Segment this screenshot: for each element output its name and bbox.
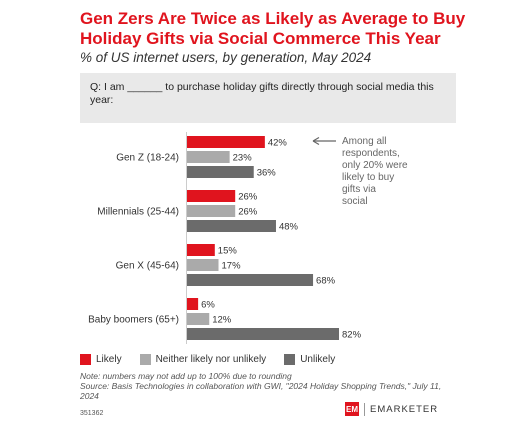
chart-subtitle: % of US internet users, by generation, M… <box>80 50 372 65</box>
annotation-text: Among all <box>342 136 386 147</box>
bar-neither-likely-nor-unlikely <box>187 151 230 163</box>
annotation-text: likely to buy <box>342 172 394 183</box>
bar-unlikely <box>187 328 339 340</box>
legend-swatch <box>284 354 296 365</box>
bar-likely <box>187 244 215 256</box>
annotation-text: gifts via <box>342 184 376 195</box>
category-label: Millennials (25-44) <box>97 207 179 218</box>
category-label: Baby boomers (65+) <box>88 315 179 326</box>
bar-neither-likely-nor-unlikely <box>187 259 219 271</box>
bar-likely <box>187 298 199 310</box>
legend-item: Likely <box>80 354 122 365</box>
data-label: 42% <box>268 138 288 149</box>
chart-id: 351362 <box>80 410 104 417</box>
annotation-text: respondents, <box>342 148 400 159</box>
legend-swatch <box>139 354 151 365</box>
brand-logo: EM EMARKETER <box>345 402 438 416</box>
bar-neither-likely-nor-unlikely <box>187 313 210 325</box>
bar-unlikely <box>187 220 276 232</box>
data-label: 6% <box>201 300 215 311</box>
legend-label: Likely <box>96 354 122 365</box>
note-line: Note: numbers may not add up to 100% due… <box>80 371 292 381</box>
legend-item: Unlikely <box>284 354 335 365</box>
brand-divider <box>364 402 365 416</box>
category-label: Gen X (45-64) <box>116 261 179 272</box>
legend-label: Unlikely <box>300 354 336 365</box>
bar-neither-likely-nor-unlikely <box>187 205 236 217</box>
annotation-arrowhead <box>312 136 320 146</box>
annotation-text: social <box>342 196 368 207</box>
bar-unlikely <box>187 166 254 178</box>
brand-name: EMARKETER <box>370 403 439 415</box>
data-label: 15% <box>218 246 238 257</box>
legend-label: Neither likely nor unlikely <box>155 354 267 365</box>
chart-title: Gen Zers Are Twice as Likely as Average … <box>80 9 466 48</box>
annotation-text: only 20% were <box>342 160 408 171</box>
data-label: 36% <box>257 168 277 179</box>
survey-question: Q: I am ______ to purchase holiday gifts… <box>80 73 456 123</box>
chart-legend: Likely Neither likely nor unlikely Unlikel… <box>80 354 353 365</box>
data-label: 23% <box>233 153 253 164</box>
data-label: 26% <box>238 192 258 203</box>
data-label: 12% <box>212 315 232 326</box>
chart-notes: Note: numbers may not add up to 100% due… <box>80 371 460 401</box>
data-label: 26% <box>238 207 258 218</box>
data-label: 17% <box>222 261 242 272</box>
bar-likely <box>187 190 236 202</box>
data-label: 68% <box>316 276 336 287</box>
legend-swatch <box>80 354 91 365</box>
source-line: Source: Basis Technologies in collaborat… <box>80 381 442 401</box>
data-label: 48% <box>279 222 299 233</box>
data-label: 82% <box>342 330 362 341</box>
bar-unlikely <box>187 274 314 286</box>
legend-item: Neither likely nor unlikely <box>139 354 267 365</box>
bar-likely <box>187 136 265 148</box>
emarketer-logo-icon: EM <box>345 402 359 416</box>
category-label: Gen Z (18-24) <box>116 153 179 164</box>
